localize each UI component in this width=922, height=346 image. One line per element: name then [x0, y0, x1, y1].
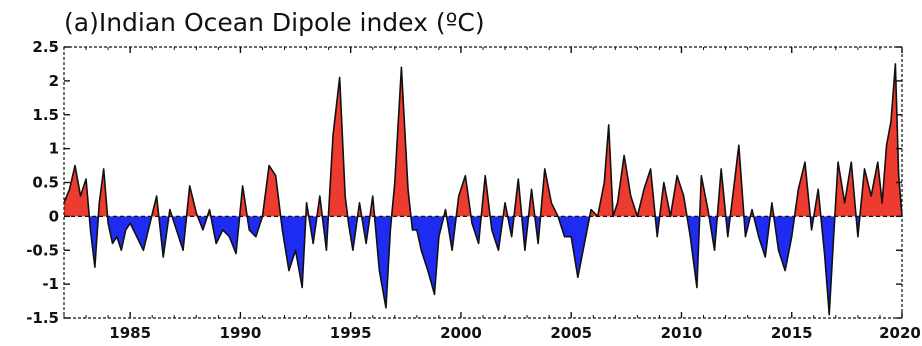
negative-anomaly-area — [361, 216, 370, 244]
positive-anomaly-area — [514, 179, 522, 217]
positive-anomaly-area — [456, 175, 472, 217]
positive-anomaly-area — [659, 182, 671, 217]
negative-anomaly-area — [374, 216, 392, 308]
x-tick-label: 1990 — [220, 324, 262, 342]
negative-anomaly-area — [89, 216, 99, 268]
negative-anomaly-area — [158, 216, 169, 258]
y-tick-label: 0 — [49, 207, 59, 225]
y-tick-label: 1.5 — [32, 106, 59, 124]
y-tick-label: 1 — [49, 140, 59, 158]
x-tick-label: 2005 — [550, 324, 592, 342]
positive-anomaly-area — [262, 165, 281, 217]
negative-anomaly-area — [773, 216, 795, 271]
negative-anomaly-area — [446, 216, 457, 251]
x-tick-label: 2015 — [771, 324, 813, 342]
positive-anomaly-area — [794, 162, 811, 217]
positive-anomaly-area — [859, 63, 902, 217]
iod-index-line — [63, 63, 903, 316]
x-tick-label: 1985 — [109, 324, 151, 342]
x-tick-label: 2010 — [661, 324, 703, 342]
positive-anomaly-area — [670, 175, 687, 217]
x-tick-label: 1995 — [330, 324, 372, 342]
positive-anomaly-area — [637, 168, 656, 217]
negative-anomaly-area — [197, 216, 208, 230]
negative-anomaly-area — [308, 216, 317, 244]
positive-anomaly-area — [730, 145, 744, 217]
negative-anomaly-area — [557, 216, 590, 278]
positive-anomaly-area — [98, 168, 108, 217]
y-tick-label: 2.5 — [32, 38, 59, 56]
positive-anomaly-area — [717, 168, 726, 217]
chart-title: (a)Indian Ocean Dipole index (ºC) — [64, 8, 485, 37]
positive-anomaly-area — [481, 175, 491, 217]
y-tick-label: 2 — [49, 72, 59, 90]
negative-anomaly-area — [410, 216, 444, 295]
negative-anomaly-area — [172, 216, 187, 251]
positive-anomaly-area — [64, 165, 90, 217]
negative-anomaly-area — [490, 216, 504, 251]
y-tick-label: -0.5 — [26, 241, 59, 259]
negative-anomaly-area — [820, 216, 835, 315]
positive-anomaly-area — [328, 77, 348, 217]
y-tick-label: 0.5 — [32, 174, 59, 192]
x-tick-label: 2020 — [879, 324, 921, 342]
y-tick-label: -1 — [42, 275, 59, 293]
negative-anomaly-area — [107, 216, 152, 251]
positive-anomaly-area — [391, 67, 411, 217]
negative-anomaly-area — [347, 216, 358, 251]
positive-anomaly-area — [613, 155, 638, 217]
plot-frame — [63, 46, 903, 319]
x-tick-label: 2000 — [440, 324, 482, 342]
y-tick-label: -1.5 — [26, 309, 59, 327]
